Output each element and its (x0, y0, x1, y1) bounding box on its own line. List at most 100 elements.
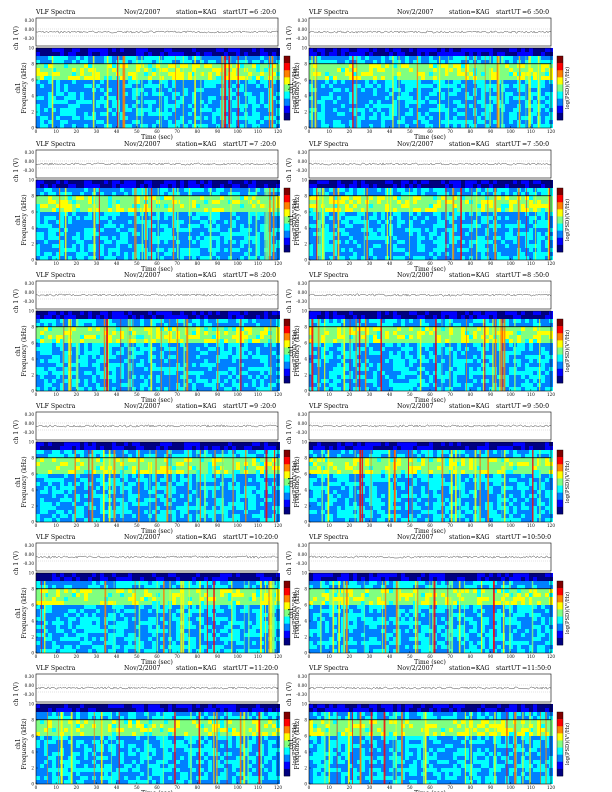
spectrogram-cell (309, 228, 313, 232)
spectrogram-cell (132, 184, 136, 188)
spectrogram-cell (100, 244, 104, 248)
spectrogram-cell (497, 200, 501, 204)
spectrogram-cell (40, 248, 44, 252)
spectrogram-cell (405, 88, 409, 92)
spectrogram-cell (84, 216, 88, 220)
spectrogram-cell (248, 48, 252, 52)
spectrogram-cell (240, 60, 244, 64)
spectrogram-cell (268, 180, 272, 184)
spectrogram-cell (208, 124, 212, 128)
spectrogram-cell (220, 248, 224, 252)
spectrogram-cell (248, 60, 252, 64)
spectrogram-cell (108, 76, 112, 80)
spectrogram-cell (337, 76, 341, 80)
y-tick-label: 0 (304, 126, 307, 131)
spectrogram-cell (533, 64, 537, 68)
spectrogram-cell (80, 200, 84, 204)
x-tick-label: 20 (74, 129, 80, 134)
spectrogram-cell (373, 228, 377, 232)
spectrogram-cell (200, 204, 204, 208)
spectrogram-cell (52, 116, 56, 120)
spectrogram-cell (385, 96, 389, 100)
spectrogram-cell (232, 224, 236, 228)
spectrogram-cell (164, 116, 168, 120)
spectrogram-cell (112, 244, 116, 248)
spectrogram-cell (44, 220, 48, 224)
spectrogram-cell (393, 116, 397, 120)
spectrogram-cell (389, 180, 393, 184)
spectrogram-cell (56, 52, 60, 56)
spectrogram-cell (92, 48, 96, 52)
spectrogram-cell (88, 256, 92, 260)
spectrogram-cell (493, 48, 497, 52)
spectrogram-cell (212, 204, 216, 208)
spectrogram-cell (232, 188, 236, 192)
spectrogram-cell (361, 64, 365, 68)
spectrogram-cell (477, 64, 481, 68)
spectrogram-cell (140, 184, 144, 188)
spectrogram-cell (60, 208, 64, 212)
spectrogram-cell (232, 196, 236, 200)
spectrogram-cell (68, 184, 72, 188)
spectrogram-cell (64, 60, 68, 64)
spectrogram-cell (417, 204, 421, 208)
spectrogram-cell (469, 236, 473, 240)
spectrogram-cell (76, 64, 80, 68)
spectrogram-cell (441, 240, 445, 244)
spectrogram-cell (405, 208, 409, 212)
spectrogram-cell (128, 52, 132, 56)
spectrogram-cell (445, 124, 449, 128)
colorbar-segment (284, 237, 290, 246)
spectrogram-cell (401, 64, 405, 68)
amplitude-tick-label: -0.30 (296, 168, 307, 173)
spectrogram-cell (489, 92, 493, 96)
spectrogram-cell (104, 80, 108, 84)
spectrogram-cell (445, 108, 449, 112)
spectrogram-cell (457, 120, 461, 124)
spectrogram-cell (272, 68, 276, 72)
spectrogram-cell (329, 180, 333, 184)
spectrogram-cell (136, 248, 140, 252)
spectrogram-cell (108, 108, 112, 112)
spectrogram-cell (44, 104, 48, 108)
x-tick-label: 40 (114, 261, 120, 266)
spectrogram-cell (381, 196, 385, 200)
spectrogram-cell (148, 84, 152, 88)
spectrogram-cell (176, 120, 180, 124)
spectrogram-cell (545, 96, 549, 100)
spectrogram-cell (72, 200, 76, 204)
spectrogram-cell (256, 240, 260, 244)
spectrogram-cell (349, 224, 353, 228)
spectrogram-cell (256, 248, 260, 252)
spectrogram-cell (252, 100, 256, 104)
spectrogram-cell (341, 72, 345, 76)
spectrogram-cell (345, 96, 349, 100)
spectrogram-cell (164, 228, 168, 232)
x-tick-label: 80 (195, 261, 201, 266)
spectrogram-cell (196, 224, 200, 228)
spectrogram-cell (405, 68, 409, 72)
spectrogram-cell (112, 76, 116, 80)
spectrogram-cell (40, 80, 44, 84)
spectrogram-cell (196, 124, 200, 128)
spectrogram-cell (144, 60, 148, 64)
spectrogram-cell (244, 236, 248, 240)
spectrogram-cell (252, 196, 256, 200)
spectrogram-streak (525, 56, 527, 128)
spectrogram-cell (188, 112, 192, 116)
spectrogram-cell (425, 68, 429, 72)
spectrogram-cell (309, 116, 313, 120)
spectrogram-cell (68, 124, 72, 128)
spectrogram-cell (144, 52, 148, 56)
spectrogram-cell (120, 124, 124, 128)
spectrogram-cell (36, 84, 40, 88)
spectrogram-cell (204, 204, 208, 208)
spectrogram-cell (485, 48, 489, 52)
spectrogram-cell (84, 92, 88, 96)
spectrogram-cell (48, 184, 52, 188)
spectrogram-cell (365, 56, 369, 60)
spectrogram-cell (497, 184, 501, 188)
spectrogram-cell (453, 112, 457, 116)
spectrogram-cell (228, 200, 232, 204)
spectrogram-cell (36, 104, 40, 108)
